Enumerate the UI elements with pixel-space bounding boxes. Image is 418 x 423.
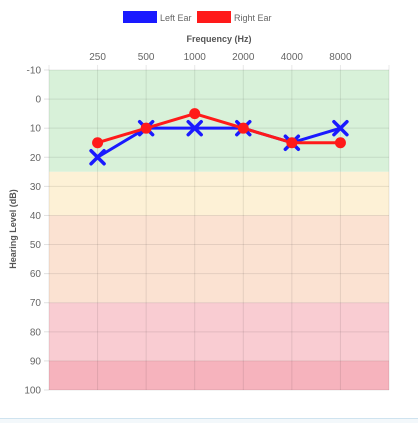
data-point-right-ear[interactable] <box>140 122 152 134</box>
legend-label[interactable]: Right Ear <box>234 13 272 23</box>
y-tick-label: 0 <box>35 95 41 106</box>
y-tick-label: 10 <box>30 124 42 135</box>
x-tick-label: 4000 <box>281 52 304 63</box>
x-marker-stroke <box>186 119 203 137</box>
band-1 <box>49 171 389 216</box>
series-line-1 <box>97 112 341 145</box>
x-tick-label: 1000 <box>184 52 207 63</box>
legend-label[interactable]: Left Ear <box>160 13 192 23</box>
y-tick-label: 20 <box>30 153 42 164</box>
grid-lines <box>44 65 390 391</box>
hearing-level-bands <box>49 70 389 390</box>
x-tick-labels: 250 500 1000 2000 4000 8000 <box>89 52 352 63</box>
y-tick-label: 40 <box>30 211 42 222</box>
legend-swatch <box>197 11 231 23</box>
y-tick-label: 100 <box>24 386 41 397</box>
data-point-left-ear[interactable] <box>186 119 203 137</box>
data-point-right-ear[interactable] <box>92 137 104 149</box>
band-4 <box>49 360 389 390</box>
legend-swatch <box>123 11 157 23</box>
y-tick-label: 30 <box>30 182 42 193</box>
x-axis-title: Frequency (Hz) <box>186 34 251 44</box>
y-tick-labels: -10 0 10 20 30 40 50 60 70 80 90 100 <box>24 66 41 397</box>
y-tick-label: -10 <box>27 66 42 77</box>
data-point-right-ear[interactable] <box>286 137 298 149</box>
band-3 <box>49 302 389 361</box>
bottom-divider <box>0 418 418 423</box>
band-2 <box>49 215 389 303</box>
data-point-left-ear[interactable] <box>332 119 349 137</box>
legend[interactable]: Left Ear Right Ear <box>123 11 272 23</box>
series-line-0 <box>96 126 341 159</box>
y-tick-label: 90 <box>30 356 42 367</box>
y-axis-title: Hearing Level (dB) <box>8 189 18 269</box>
y-tick-label: 70 <box>30 298 42 309</box>
y-tick-label: 50 <box>30 240 42 251</box>
x-marker-stroke <box>332 119 349 137</box>
x-tick-label: 500 <box>138 52 155 63</box>
data-point-right-ear[interactable] <box>334 137 346 149</box>
x-tick-label: 250 <box>89 52 106 63</box>
series-layer <box>89 108 349 166</box>
x-tick-label: 8000 <box>329 52 352 63</box>
x-marker-stroke <box>89 149 106 166</box>
x-tick-label: 2000 <box>232 52 255 63</box>
data-point-left-ear[interactable] <box>89 149 106 166</box>
y-tick-label: 60 <box>30 269 42 280</box>
data-point-right-ear[interactable] <box>189 108 201 120</box>
y-tick-label: 80 <box>30 327 42 338</box>
data-point-right-ear[interactable] <box>237 122 249 134</box>
